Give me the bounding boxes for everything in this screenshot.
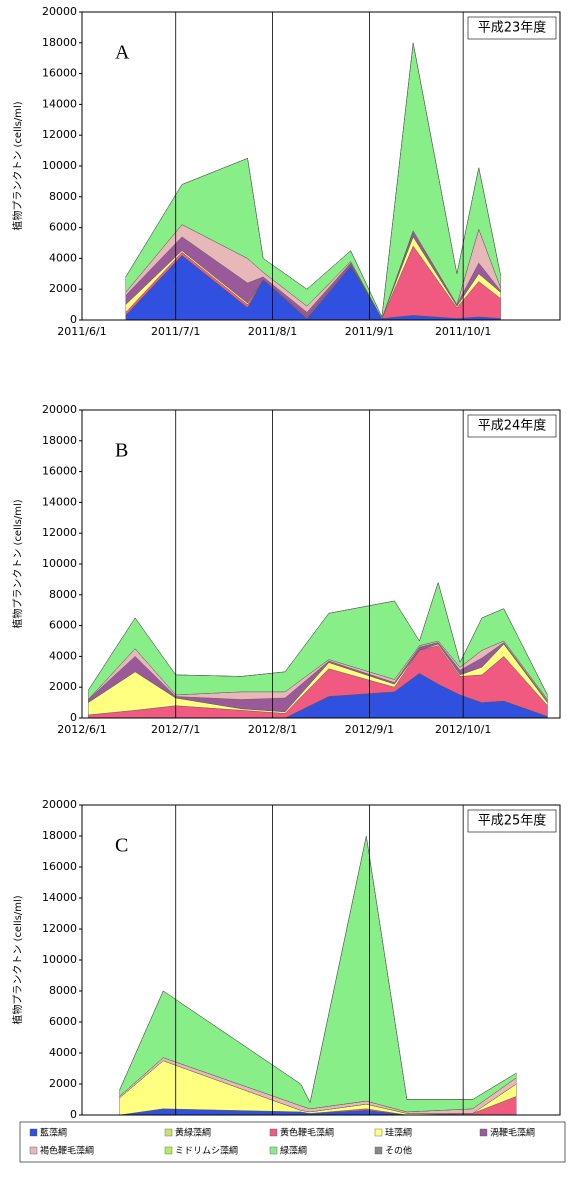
y-tick-label: 4000 [49, 251, 77, 264]
chart-title: 平成24年度 [478, 418, 547, 434]
legend-label: 黄色鞭毛藻綱 [280, 1127, 334, 1139]
y-axis-label: 植物プランクトン (cells/ml) [11, 499, 24, 628]
x-tick-label: 2012/7/1 [151, 723, 200, 736]
x-tick-label: 2012/6/1 [57, 723, 106, 736]
y-tick-label: 4000 [49, 1046, 77, 1059]
y-tick-label: 18000 [42, 434, 77, 447]
legend-label: 褐色鞭毛藻綱 [40, 1145, 94, 1157]
legend-swatch [29, 1146, 38, 1155]
x-tick-label: 2011/7/1 [151, 325, 200, 338]
y-tick-label: 0 [70, 313, 77, 326]
area [125, 42, 501, 318]
legend-label: 緑藻綱 [280, 1145, 307, 1157]
y-tick-label: 10000 [42, 159, 77, 172]
y-tick-label: 18000 [42, 829, 77, 842]
plot-frame [81, 409, 561, 719]
y-tick-label: 8000 [49, 588, 77, 601]
y-tick-label: 0 [70, 711, 77, 724]
x-tick-label: 2011/10/1 [435, 325, 491, 338]
title-box [467, 809, 557, 833]
y-tick-label: 14000 [42, 495, 77, 508]
y-tick-label: 20000 [42, 5, 77, 18]
legend-frame [19, 1121, 566, 1163]
y-tick-label: 8000 [49, 984, 77, 997]
legend-swatch [269, 1146, 278, 1155]
legend-label: 珪藻綱 [385, 1127, 412, 1139]
y-tick-label: 14000 [42, 97, 77, 110]
y-tick-label: 2000 [49, 282, 77, 295]
legend-label: 藍藻綱 [40, 1127, 67, 1139]
y-tick-label: 12000 [42, 128, 77, 141]
x-tick-label: 2011/6/1 [57, 325, 106, 338]
x-tick-label: 2012/9/1 [345, 723, 394, 736]
y-axis-label: 植物プランクトン (cells/ml) [11, 895, 24, 1024]
y-tick-label: 18000 [42, 36, 77, 49]
y-tick-label: 16000 [42, 67, 77, 80]
x-tick-label: 2011/8/1 [248, 325, 297, 338]
y-tick-label: 20000 [42, 798, 77, 811]
legend-label: その他 [385, 1145, 412, 1157]
legend-label: 黄緑藻綱 [175, 1127, 211, 1139]
y-tick-label: 2000 [49, 1077, 77, 1090]
plot-frame [81, 804, 561, 1116]
y-axis-label: 植物プランクトン (cells/ml) [11, 101, 24, 230]
y-tick-label: 20000 [42, 403, 77, 416]
legend-swatch [374, 1146, 383, 1155]
title-box [467, 16, 557, 40]
chart-title: 平成25年度 [478, 813, 547, 829]
y-tick-label: 12000 [42, 526, 77, 539]
y-tick-label: 4000 [49, 649, 77, 662]
y-tick-label: 8000 [49, 190, 77, 203]
legend-swatch [269, 1128, 278, 1137]
legend-swatch [374, 1128, 383, 1137]
area [119, 835, 517, 1104]
x-tick-label: 2011/9/1 [345, 325, 394, 338]
panel-label: B [115, 440, 128, 462]
x-tick-label: 2012/8/1 [248, 723, 297, 736]
panel-label: C [115, 835, 128, 857]
y-tick-label: 14000 [42, 891, 77, 904]
legend-swatch [164, 1146, 173, 1155]
area [88, 581, 548, 695]
x-tick-label: 2012/10/1 [435, 723, 491, 736]
plot-frame [81, 11, 561, 321]
y-tick-label: 6000 [49, 1015, 77, 1028]
legend-label: ミドリムシ藻綱 [175, 1145, 238, 1157]
title-box [467, 414, 557, 438]
y-tick-label: 6000 [49, 221, 77, 234]
panel-label: A [115, 42, 130, 64]
y-tick-label: 10000 [42, 953, 77, 966]
legend-swatch [479, 1128, 488, 1137]
y-tick-label: 12000 [42, 922, 77, 935]
legend-label: 渦鞭毛藻綱 [490, 1127, 535, 1139]
legend-swatch [29, 1128, 38, 1137]
y-tick-label: 16000 [42, 860, 77, 873]
legend-swatch [164, 1128, 173, 1137]
chart-title: 平成23年度 [478, 20, 547, 36]
y-tick-label: 16000 [42, 465, 77, 478]
y-tick-label: 6000 [49, 619, 77, 632]
y-tick-label: 10000 [42, 557, 77, 570]
y-tick-label: 0 [70, 1108, 77, 1121]
y-tick-label: 2000 [49, 680, 77, 693]
